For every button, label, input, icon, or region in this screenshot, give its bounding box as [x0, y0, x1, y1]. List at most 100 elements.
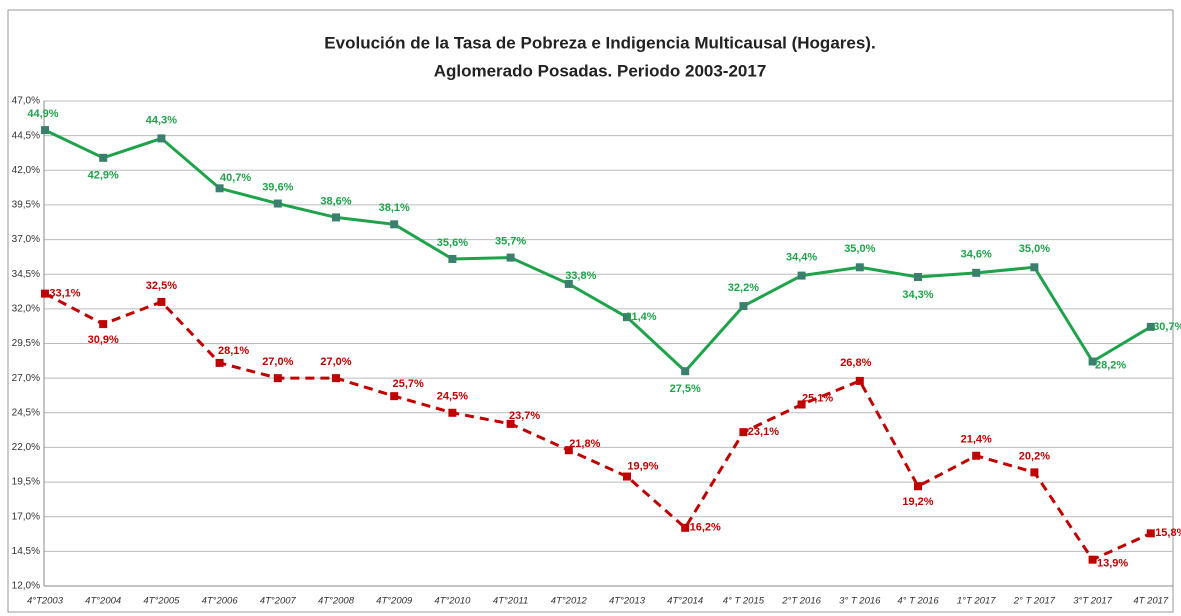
point-marker: [273, 199, 282, 208]
point-marker: [972, 268, 981, 277]
data-label: 44,3%: [146, 114, 177, 126]
point-marker: [332, 374, 340, 383]
chart-title: Evolución de la Tasa de Pobreza e Indige…: [324, 33, 875, 52]
data-label: 23,1%: [748, 426, 779, 438]
data-label: 44,9%: [27, 108, 58, 120]
point-marker: [215, 184, 224, 193]
data-label: 13,9%: [1097, 558, 1128, 570]
data-label: 35,6%: [437, 237, 468, 249]
y-tick-label: 22,0%: [12, 442, 40, 453]
point-marker: [332, 213, 340, 222]
data-label: 19,9%: [627, 460, 658, 472]
y-tick-label: 37,0%: [12, 234, 40, 245]
x-tick-label: 2°T 2016: [781, 596, 821, 607]
data-label: 19,2%: [902, 496, 933, 508]
point-marker: [623, 472, 631, 481]
point-marker: [681, 367, 690, 376]
x-tick-label: 4° T 2015: [723, 596, 765, 607]
point-marker: [41, 126, 49, 135]
point-marker: [41, 289, 49, 298]
point-marker: [972, 451, 981, 460]
point-marker: [797, 400, 806, 409]
x-tick-label: 3°T 2017: [1073, 596, 1112, 607]
x-tick-label: 1°T 2017: [957, 596, 996, 607]
point-marker: [506, 419, 515, 428]
data-label: 40,7%: [220, 172, 251, 184]
x-tick-label: 4T°2004: [85, 596, 121, 607]
point-marker: [1088, 555, 1097, 564]
data-label: 35,0%: [1019, 243, 1050, 255]
point-marker: [448, 408, 457, 417]
data-label: 16,2%: [690, 522, 721, 534]
data-label: 21,8%: [569, 438, 600, 450]
data-label: 35,0%: [844, 243, 875, 255]
chart-border: [7, 9, 1174, 613]
point-marker: [273, 374, 282, 383]
point-marker: [855, 376, 864, 385]
y-tick-label: 32,0%: [12, 303, 40, 314]
x-tick-label: 4T°2007: [260, 596, 297, 607]
data-label: 27,0%: [320, 356, 351, 368]
data-label: 33,8%: [565, 270, 596, 282]
y-tick-label: 27,0%: [12, 373, 40, 384]
y-tick-label: 42,0%: [12, 165, 40, 176]
series-line: [44, 292, 1152, 562]
data-label: 38,1%: [379, 202, 410, 214]
x-tick-label: 4T°2006: [202, 596, 239, 607]
data-label: 28,1%: [218, 345, 249, 357]
y-tick-label: 12,0%: [12, 581, 40, 592]
x-tick-label: 4T°2012: [551, 596, 588, 607]
x-tick-label: 4T°2014: [667, 596, 703, 607]
data-label: 24,5%: [437, 391, 468, 403]
x-tick-label: 4T°2011: [493, 596, 528, 607]
data-label: 32,5%: [146, 280, 177, 292]
x-tick-label: 4T°2005: [143, 596, 180, 607]
data-label: 30,9%: [88, 334, 119, 346]
data-label: 32,2%: [728, 282, 759, 294]
point-marker: [914, 272, 922, 281]
data-label: 28,2%: [1095, 359, 1126, 371]
x-tick-label: 4T 2017: [1133, 596, 1169, 607]
x-tick-label: 4T°2008: [318, 596, 355, 607]
data-label: 26,8%: [840, 357, 871, 369]
y-tick-label: 39,5%: [12, 200, 40, 211]
data-label: 25,1%: [802, 392, 833, 404]
data-label: 34,6%: [961, 249, 992, 261]
data-label: 39,6%: [262, 181, 293, 193]
series-line: [44, 128, 1152, 374]
data-label: 38,6%: [320, 195, 351, 207]
point-marker: [623, 313, 631, 322]
x-tick-label: 2° T 2017: [1013, 596, 1056, 607]
point-marker: [99, 320, 108, 329]
chart-subtitle: Aglomerado Posadas. Periodo 2003-2017: [434, 61, 767, 80]
point-marker: [564, 279, 573, 288]
point-marker: [1088, 357, 1097, 366]
point-marker: [157, 134, 166, 143]
y-tick-label: 17,0%: [12, 511, 40, 522]
point-marker: [564, 446, 573, 455]
point-marker: [855, 263, 864, 272]
y-tick-label: 29,5%: [12, 338, 40, 349]
point-marker: [448, 254, 457, 263]
point-marker: [1030, 468, 1039, 477]
point-marker: [797, 271, 806, 280]
y-tick-label: 19,5%: [12, 477, 40, 488]
y-tick-label: 14,5%: [12, 546, 40, 557]
data-label: 20,2%: [1019, 450, 1050, 462]
point-marker: [1146, 529, 1155, 538]
point-marker: [739, 302, 748, 311]
data-label: 42,9%: [88, 170, 119, 182]
data-label: 34,3%: [902, 289, 933, 301]
y-tick-label: 24,5%: [12, 407, 40, 418]
point-marker: [1146, 322, 1155, 331]
point-marker: [390, 392, 399, 401]
data-label: 31,4%: [625, 311, 656, 323]
y-tick-label: 47,0%: [12, 96, 40, 107]
point-marker: [739, 428, 748, 437]
data-label: 25,7%: [393, 378, 424, 390]
x-tick-label: 4°T2003: [27, 596, 64, 607]
data-label: 35,7%: [495, 235, 526, 247]
data-label: 15,8%: [1155, 527, 1181, 539]
x-tick-label: 4T°2013: [609, 596, 646, 607]
